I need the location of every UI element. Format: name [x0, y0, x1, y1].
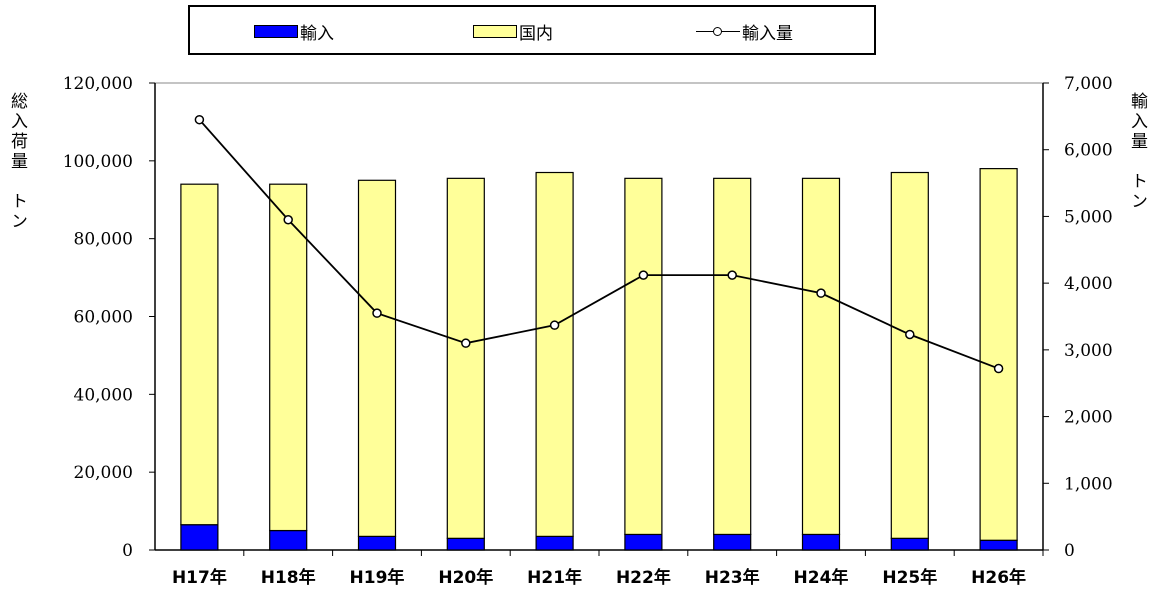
legend-item-import: 輸入: [254, 20, 334, 44]
bar-import: [713, 533, 752, 551]
volume-point: [461, 338, 471, 348]
right-tick-label: 2,000: [1064, 408, 1113, 428]
right-axis-title: 輸入量 トン: [1127, 92, 1147, 212]
left-tick-label: 0: [122, 541, 133, 561]
bar-domestic: [269, 183, 308, 532]
volume-point: [816, 288, 826, 298]
right-tick-label: 4,000: [1064, 274, 1113, 294]
legend: 輸入 国内 輸入量: [188, 5, 876, 55]
legend-swatch-domestic: [473, 24, 517, 38]
bar-import: [890, 537, 929, 551]
volume-point: [638, 270, 649, 280]
legend-label-domestic: 国内: [519, 23, 553, 44]
right-tick-label: 7,000: [1064, 74, 1113, 94]
bar-domestic: [357, 179, 397, 537]
volume-point: [727, 270, 737, 280]
bar-import: [269, 529, 308, 551]
right-tick-label: 1,000: [1064, 474, 1113, 494]
left-tick-label: 20,000: [74, 463, 133, 483]
legend-label-import: 輸入: [300, 23, 334, 44]
x-tick-label: H22年: [616, 567, 671, 588]
bar-import: [979, 539, 1018, 551]
x-tick-label: H21年: [527, 567, 582, 588]
bar-import: [535, 535, 574, 551]
bar-domestic: [624, 177, 663, 536]
right-tick-label: 6,000: [1064, 141, 1113, 161]
legend-swatch-import: [254, 24, 298, 38]
x-tick-label: H23年: [705, 567, 760, 588]
x-tick-label: H25年: [882, 567, 937, 588]
bar-import: [446, 537, 485, 551]
volume-point: [283, 215, 293, 225]
left-tick-label: 80,000: [74, 230, 133, 250]
left-tick-label: 100,000: [63, 152, 133, 172]
right-tick-label: 0: [1064, 541, 1075, 561]
volume-line: [198, 119, 999, 370]
right-tick-label: 5,000: [1064, 207, 1113, 227]
left-tick-label: 60,000: [74, 308, 133, 328]
legend-item-domestic: 国内: [473, 20, 553, 44]
legend-swatch-volume: [696, 25, 740, 38]
x-tick-label: H18年: [261, 567, 316, 588]
legend-item-volume: 輸入量: [696, 20, 793, 44]
left-tick-label: 40,000: [74, 385, 133, 405]
x-tick-label: H26年: [971, 567, 1026, 588]
bar-domestic: [446, 177, 485, 539]
bar-import: [180, 524, 219, 551]
bar-import: [357, 535, 397, 551]
volume-point: [194, 114, 205, 125]
bar-domestic: [801, 177, 841, 536]
x-tick-label: H17年: [172, 567, 227, 588]
volume-point: [549, 320, 560, 330]
volume-point: [993, 363, 1004, 374]
bar-import: [624, 533, 663, 551]
left-axis-title: 総入荷量 トン: [7, 92, 27, 232]
volume-point: [372, 308, 382, 318]
x-tick-label: H19年: [350, 567, 405, 588]
bar-domestic: [180, 183, 219, 526]
bar-domestic: [890, 171, 929, 539]
bar-domestic: [979, 168, 1018, 541]
legend-label-volume: 輸入量: [742, 23, 793, 44]
left-tick-label: 120,000: [63, 74, 133, 94]
bar-domestic: [535, 171, 574, 537]
bar-import: [801, 533, 841, 551]
volume-point: [905, 329, 915, 340]
x-tick-label: H20年: [438, 567, 493, 588]
bar-domestic: [713, 177, 752, 536]
right-tick-label: 3,000: [1064, 341, 1113, 361]
x-tick-label: H24年: [794, 567, 849, 588]
